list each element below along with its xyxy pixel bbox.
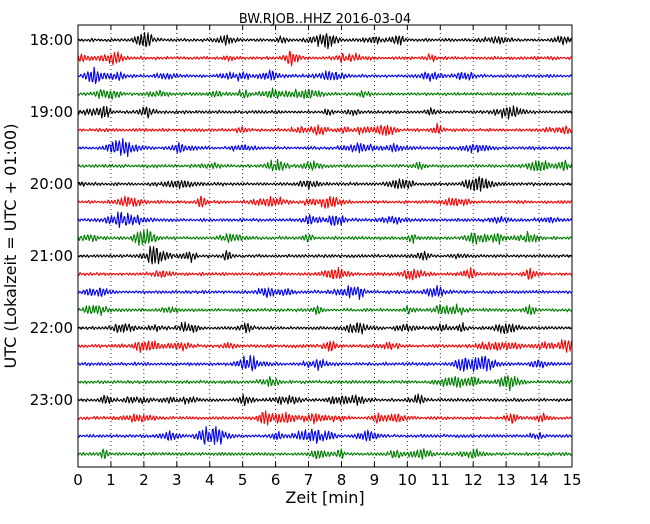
y-tick-label: 21:00	[30, 247, 73, 265]
seismic-trace	[77, 176, 572, 192]
y-tick-label: 19:00	[30, 103, 73, 121]
seismic-trace	[77, 303, 572, 317]
seismic-trace	[77, 410, 572, 426]
x-tick-label: 1	[106, 471, 116, 489]
seismic-trace	[77, 211, 572, 229]
x-tick-label: 13	[497, 471, 516, 489]
seismic-trace	[77, 122, 572, 137]
seismic-trace	[77, 354, 572, 372]
y-axis-label: UTC (Lokalzeit = UTC + 01:00)	[1, 124, 20, 369]
x-tick-label: 10	[398, 471, 417, 489]
seismic-trace	[77, 321, 572, 335]
seismic-trace	[77, 267, 572, 281]
x-tick-label: 2	[139, 471, 149, 489]
seismic-trace	[77, 137, 572, 158]
seismic-trace	[77, 66, 573, 85]
seismic-trace	[77, 228, 572, 246]
seismic-trace	[77, 448, 572, 460]
x-axis-label: Zeit [min]	[285, 488, 364, 507]
grid-layer	[110, 25, 540, 467]
x-tick-label: 7	[304, 471, 314, 489]
x-tick-label: 14	[530, 471, 549, 489]
seismic-trace	[77, 158, 573, 172]
y-tick-label: 22:00	[30, 319, 73, 337]
seismic-trace	[78, 31, 572, 50]
seismic-trace	[78, 285, 572, 300]
y-tick-label: 20:00	[30, 175, 73, 193]
x-tick-label: 5	[238, 471, 248, 489]
x-tick-label: 6	[271, 471, 281, 489]
x-tick-label: 4	[205, 471, 215, 489]
seismic-trace	[77, 87, 572, 100]
x-tick-label: 9	[370, 471, 380, 489]
x-tick-label: 12	[464, 471, 483, 489]
tick-layer: 0 1 2 3 4 5 6 7 8 9 10 11 12 13 14 1518:0019:0020:0021:…	[30, 25, 582, 489]
plot-frame	[77, 24, 573, 468]
seismic-trace	[77, 375, 572, 392]
seismic-trace	[77, 426, 572, 445]
x-tick-label: 8	[337, 471, 347, 489]
x-tick-label: 0	[73, 471, 83, 489]
x-tick-label: 15	[562, 471, 581, 489]
seismic-trace	[77, 393, 572, 407]
x-tick-label: 11	[431, 471, 450, 489]
trace-layer	[77, 31, 573, 460]
y-tick-label: 23:00	[30, 391, 73, 409]
seismic-trace	[77, 339, 573, 353]
seismic-trace	[77, 195, 572, 209]
chart-title: BW.RJOB..HHZ 2016-03-04	[239, 12, 411, 27]
x-tick-label: 3	[172, 471, 182, 489]
seismic-trace	[77, 245, 572, 265]
seismic-trace	[77, 105, 572, 120]
seismic-trace	[77, 50, 572, 67]
y-tick-label: 18:00	[30, 31, 73, 49]
